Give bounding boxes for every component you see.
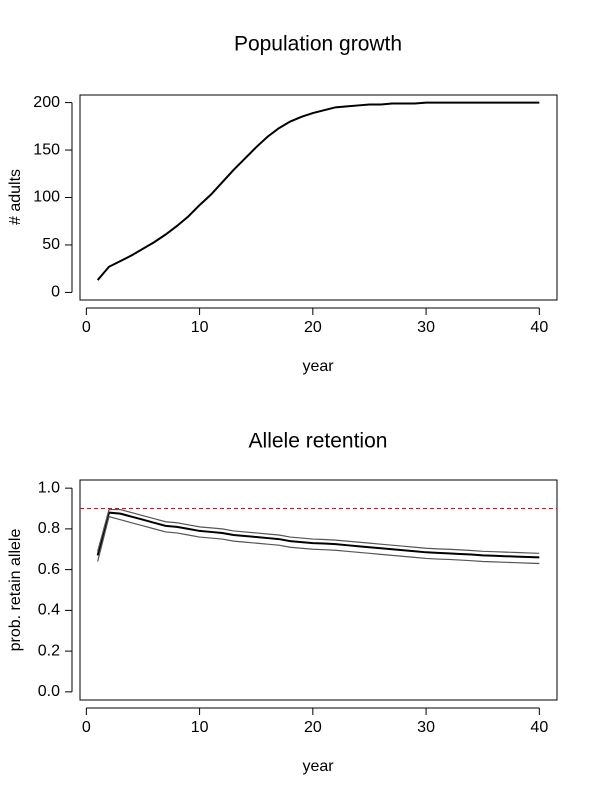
data-line — [97, 515, 540, 565]
x-tick-label: 0 — [82, 319, 91, 336]
y-tick-label: 100 — [33, 189, 60, 206]
data-line — [96, 511, 540, 559]
x-tick-label: 40 — [530, 319, 548, 336]
x-tick-label: 20 — [304, 719, 322, 736]
x-tick-label: 30 — [417, 719, 435, 736]
chart-title: Allele retention — [249, 430, 388, 453]
x-tick-label: 10 — [191, 719, 209, 736]
chart-title: Population growth — [234, 33, 402, 56]
x-tick-label: 0 — [82, 719, 91, 736]
y-tick-label: 200 — [33, 94, 60, 111]
y-axis-label: # adults — [7, 169, 24, 225]
y-axis-label: prob. retain allele — [7, 529, 24, 652]
y-tick-label: 0.6 — [38, 561, 60, 578]
data-line — [96, 101, 540, 281]
x-tick-label: 20 — [304, 319, 322, 336]
y-tick-label: 0.2 — [38, 642, 60, 659]
x-tick-label: 30 — [417, 319, 435, 336]
x-axis-label: year — [302, 758, 334, 775]
data-line — [97, 508, 540, 554]
plot-frame — [79, 94, 558, 301]
y-tick-label: 150 — [33, 141, 60, 158]
y-tick-label: 0.8 — [38, 520, 60, 537]
plot-frame — [79, 479, 558, 701]
x-tick-label: 10 — [191, 319, 209, 336]
x-tick-label: 40 — [530, 719, 548, 736]
y-tick-label: 0 — [51, 284, 60, 301]
y-tick-label: 0.0 — [38, 683, 60, 700]
x-axis-label: year — [302, 358, 334, 375]
y-tick-label: 1.0 — [38, 479, 60, 496]
y-tick-label: 0.4 — [38, 602, 60, 619]
y-tick-label: 50 — [42, 236, 60, 253]
